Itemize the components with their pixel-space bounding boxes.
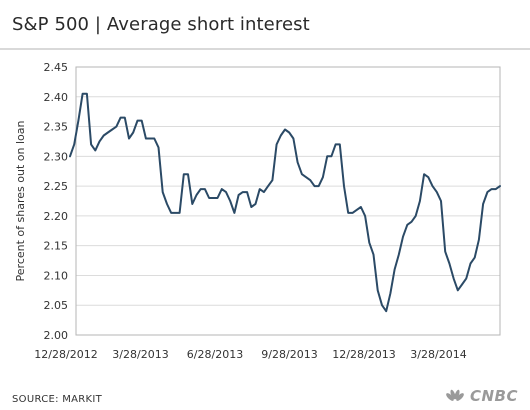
- peacock-icon: [446, 389, 464, 401]
- cnbc-logo: CNBC: [444, 387, 518, 405]
- y-tick-label: 2.05: [44, 299, 69, 312]
- title-divider: [0, 48, 530, 50]
- x-tick-label: 6/28/2013: [187, 348, 243, 361]
- y-tick-label: 2.30: [44, 150, 69, 163]
- x-tick-label: 12/28/2013: [332, 348, 395, 361]
- y-axis-label: Percent of shares out on loan: [14, 121, 27, 282]
- x-tick-label: 12/28/2012: [34, 348, 97, 361]
- x-tick-label: 3/28/2013: [112, 348, 168, 361]
- y-tick-label: 2.00: [44, 329, 69, 342]
- y-tick-label: 2.35: [44, 121, 69, 134]
- y-tick-label: 2.10: [44, 269, 69, 282]
- y-tick-label: 2.25: [44, 180, 69, 193]
- brand-name: CNBC: [469, 387, 518, 405]
- y-tick-label: 2.20: [44, 210, 69, 223]
- y-tick-label: 2.45: [44, 61, 69, 74]
- x-tick-label: 3/28/2014: [410, 348, 466, 361]
- y-tick-label: 2.15: [44, 240, 69, 253]
- line-chart: 2.45 2.40 2.35 2.30 2.25 2.20 2.15 2.10 2.05 2.00…: [14, 61, 501, 361]
- x-tick-label: 9/28/2013: [261, 348, 317, 361]
- plot-frame: [75, 66, 501, 336]
- chart-title: S&P 500 | Average short interest: [12, 14, 310, 35]
- y-tick-label: 2.40: [44, 91, 69, 104]
- source-note: SOURCE: MARKIT: [12, 394, 103, 405]
- series-line: [69, 92, 501, 313]
